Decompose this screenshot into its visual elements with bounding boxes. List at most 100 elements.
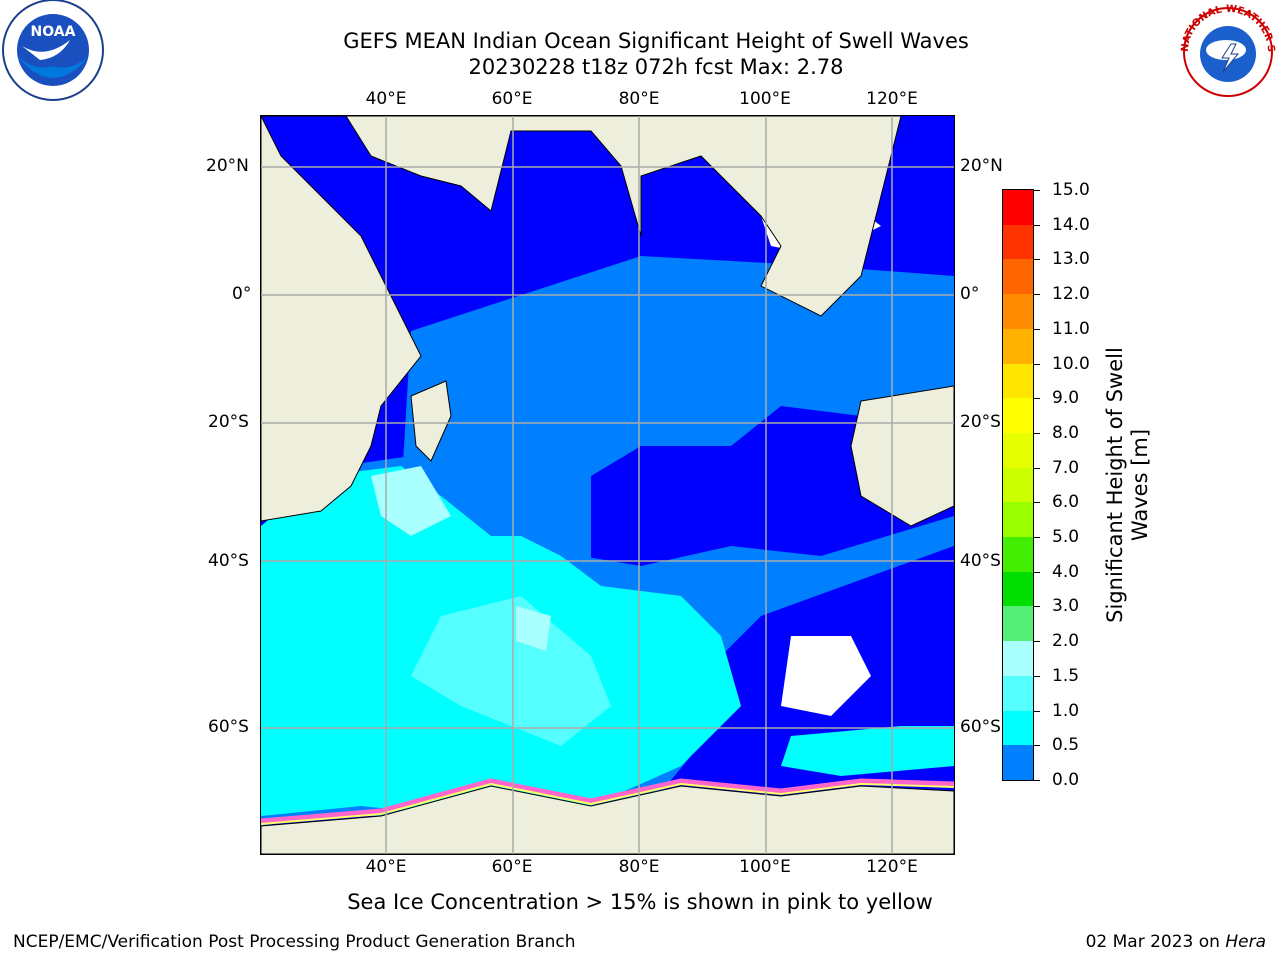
colorbar-tick-label: 13.0: [1052, 249, 1090, 270]
noaa-logo-text: NOAA: [31, 24, 76, 40]
colorbar-segment: [1003, 432, 1033, 469]
colorbar-tick-label: 14.0: [1052, 214, 1090, 235]
colorbar-segment: [1003, 537, 1033, 573]
colorbar-tick: [1034, 398, 1040, 400]
colorbar-tick: [1034, 606, 1040, 608]
colorbar-segment: [1003, 328, 1033, 365]
lat-label-left: 0°: [232, 284, 252, 304]
colorbar-tick: [1034, 363, 1040, 365]
colorbar-segment: [1003, 710, 1033, 746]
colorbar-tick: [1034, 294, 1040, 296]
colorbar-title-line2: Waves [m]: [1128, 428, 1152, 542]
land-mass: [261, 116, 902, 522]
lat-label-right: 20°S: [960, 412, 1001, 432]
footer-credit: NCEP/EMC/Verification Post Processing Pr…: [13, 932, 576, 952]
footer-host: Hera: [1225, 932, 1266, 952]
colorbar-tick-label: 0.0: [1052, 770, 1080, 790]
colorbar-segment: [1003, 606, 1033, 642]
colorbar-segment: [1003, 363, 1033, 399]
colorbar-segment: [1003, 641, 1033, 677]
colorbar-tick-label: 0.5: [1052, 735, 1080, 756]
lat-label-left: 20°S: [208, 412, 249, 432]
colorbar-tick: [1034, 780, 1040, 781]
gridlines: [261, 116, 954, 854]
lat-label-left: 20°N: [206, 156, 249, 176]
map-panel[interactable]: [260, 115, 955, 855]
colorbar-tick-label: 6.0: [1052, 492, 1080, 513]
colorbar: [1002, 189, 1034, 781]
lat-label-left: 40°S: [208, 551, 249, 571]
colorbar-tick: [1034, 224, 1040, 226]
colorbar-segment: [1003, 224, 1033, 260]
colorbar-tick: [1034, 710, 1040, 712]
lat-label-right: 0°: [960, 284, 980, 304]
lon-label-bottom: 40°E: [365, 857, 407, 877]
no-data-patch: [781, 636, 871, 716]
antarctica-land: [261, 785, 954, 854]
colorbar-segment: [1003, 745, 1033, 781]
colorbar-tick: [1034, 537, 1040, 539]
madagascar-land: [410, 380, 452, 462]
colorbar-tick: [1034, 259, 1040, 261]
lon-label-top: 100°E: [739, 89, 791, 109]
colorbar-tick-label: 1.0: [1052, 700, 1080, 721]
colorbar-tick-label: 9.0: [1052, 388, 1080, 409]
sea-ice-caption: Sea Ice Concentration > 15% is shown in …: [347, 890, 933, 914]
colorbar-tick: [1034, 745, 1040, 747]
colorbar-segment: [1003, 467, 1033, 503]
colorbar-tick: [1034, 641, 1040, 643]
colorbar-tick-label: 3.0: [1052, 596, 1080, 617]
colorbar-segment: [1003, 502, 1033, 538]
colorbar-title-line1: Significant Height of Swell: [1103, 347, 1127, 623]
swell-band-2.0-3.0-b: [516, 606, 551, 651]
colorbar-tick: [1034, 190, 1040, 191]
colorbar-tick: [1034, 571, 1040, 573]
colorbar-tick-label: 7.0: [1052, 457, 1080, 478]
colorbar-title: Significant Height of Swell Waves [m]: [1103, 275, 1153, 695]
footer-date-text: 02 Mar 2023 on: [1085, 932, 1226, 952]
australia-land: [850, 385, 954, 527]
colorbar-segment: [1003, 398, 1033, 434]
lon-label-bottom: 60°E: [491, 857, 533, 877]
colorbar-tick-label: 2.0: [1052, 631, 1080, 652]
swell-height-map: [261, 116, 954, 854]
lat-label-right: 40°S: [960, 551, 1001, 571]
colorbar-tick: [1034, 675, 1040, 677]
colorbar-segment: [1003, 259, 1033, 295]
colorbar-tick: [1034, 328, 1040, 330]
forecast-subtitle: 20230228 t18z 072h fcst Max: 2.78: [468, 55, 844, 79]
colorbar-tick: [1034, 502, 1040, 504]
lat-label-left: 60°S: [208, 717, 249, 737]
lon-label-top: 80°E: [618, 89, 660, 109]
colorbar-tick: [1034, 467, 1040, 469]
colorbar-segment: [1003, 675, 1033, 712]
colorbar-tick-label: 4.0: [1052, 561, 1080, 582]
lon-label-top: 60°E: [491, 89, 533, 109]
colorbar-segment: [1003, 294, 1033, 330]
lon-label-top: 120°E: [866, 89, 918, 109]
lon-label-bottom: 80°E: [618, 857, 660, 877]
noaa-logo-icon: NOAA: [2, 0, 104, 101]
colorbar-tick: [1034, 432, 1040, 434]
colorbar-tick-label: 10.0: [1052, 353, 1090, 374]
colorbar-tick-label: 8.0: [1052, 422, 1080, 443]
swell-band-1.5-2.0: [411, 596, 611, 746]
lon-label-bottom: 100°E: [739, 857, 791, 877]
swell-band-1.0-1.5-a: [451, 556, 521, 586]
colorbar-segment: [1003, 190, 1033, 226]
lat-label-right: 60°S: [960, 717, 1001, 737]
nws-logo-icon: NATIONAL WEATHER SERVICE: [1176, 0, 1276, 97]
sea-ice-edge-pink: [261, 778, 954, 824]
colorbar-segment: [1003, 571, 1033, 607]
colorbar-tick-label: 11.0: [1052, 318, 1090, 339]
chart-title: GEFS MEAN Indian Ocean Significant Heigh…: [343, 29, 969, 53]
colorbar-tick-label: 5.0: [1052, 527, 1080, 548]
colorbar-tick-label: 15.0: [1052, 180, 1090, 200]
colorbar-tick-label: 12.0: [1052, 284, 1090, 305]
swell-band-0.5-1.0: [401, 256, 954, 636]
swell-band-2.0-3.0: [371, 466, 451, 536]
footer-date: 02 Mar 2023 on Hera: [1086, 932, 1266, 952]
swell-band-south-east: [781, 726, 954, 776]
lon-label-bottom: 120°E: [866, 857, 918, 877]
lat-label-right: 20°N: [960, 156, 1003, 176]
